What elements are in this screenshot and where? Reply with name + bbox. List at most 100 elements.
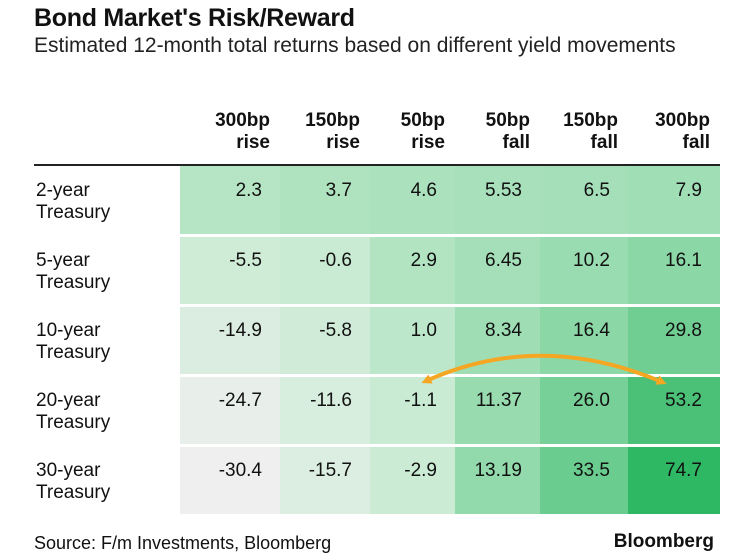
cell-value: 29.8 (665, 320, 702, 341)
table-cell: 53.2 (628, 376, 720, 444)
table-cell: -1.1 (370, 376, 455, 444)
table-cell: -2.9 (370, 446, 455, 514)
row-label-line1: 20-year (36, 390, 101, 411)
row-label: 20-year Treasury (36, 390, 110, 434)
cell-value: 13.19 (474, 460, 522, 481)
column-header-line2: fall (590, 132, 618, 153)
cell-value: -5.8 (319, 320, 352, 341)
cell-value: -5.5 (229, 250, 262, 271)
table-cell: 6.45 (455, 236, 540, 304)
table-cell: 7.9 (628, 166, 720, 234)
row-label-line1: 10-year (36, 320, 101, 341)
table-cell: 6.5 (540, 166, 628, 234)
table-cell: 16.4 (540, 306, 628, 374)
cell-value: -14.9 (218, 320, 262, 341)
row-label-line2: Treasury (36, 482, 111, 503)
column-header: 150bp fall (540, 110, 618, 154)
table-cell: 3.7 (280, 166, 370, 234)
table-cell: 5.53 (455, 166, 540, 234)
table-cell: 10.2 (540, 236, 628, 304)
table-cell: -24.7 (180, 376, 280, 444)
row-label: 2-year Treasury (36, 180, 110, 224)
column-header-line2: fall (682, 132, 710, 153)
cell-value: 4.6 (410, 180, 437, 201)
cell-value: 11.37 (475, 390, 522, 411)
table-cell: -30.4 (180, 446, 280, 514)
table-cell: 26.0 (540, 376, 628, 444)
cell-value: 3.7 (325, 180, 352, 201)
column-header: 150bp rise (280, 110, 360, 154)
column-header-line2: rise (236, 132, 270, 153)
chart-title: Bond Market's Risk/Reward (34, 4, 355, 32)
cell-value: 6.45 (485, 250, 522, 271)
table-cell: 13.19 (455, 446, 540, 514)
column-header: 300bp rise (180, 110, 270, 154)
column-header-line2: rise (411, 132, 445, 153)
table-cell: -5.5 (180, 236, 280, 304)
cell-value: -11.6 (310, 390, 352, 411)
row-label-line2: Treasury (36, 272, 111, 293)
cell-value: 33.5 (573, 460, 610, 481)
cell-value: 2.9 (410, 250, 437, 271)
column-header-line1: 50bp (485, 110, 530, 131)
cell-value: 16.4 (573, 320, 610, 341)
row-label-line1: 30-year (36, 460, 101, 481)
table-cell: 2.3 (180, 166, 280, 234)
cell-value: 8.34 (485, 320, 522, 341)
table-cell: 1.0 (370, 306, 455, 374)
cell-value: 16.1 (665, 250, 702, 271)
column-header-line1: 300bp (655, 110, 710, 131)
row-label-line1: 2-year (36, 180, 90, 201)
row-label-line2: Treasury (36, 412, 111, 433)
table-cell: 4.6 (370, 166, 455, 234)
cell-value: 1.0 (410, 320, 437, 341)
table-cell: -14.9 (180, 306, 280, 374)
column-header-line2: fall (502, 132, 530, 153)
table-cell: -11.6 (280, 376, 370, 444)
table-cell: 74.7 (628, 446, 720, 514)
bloomberg-logo: Bloomberg (613, 531, 714, 552)
column-header: 50bp rise (370, 110, 445, 154)
cell-value: 7.9 (675, 180, 702, 201)
column-header-line1: 50bp (400, 110, 445, 131)
source-note: Source: F/m Investments, Bloomberg (34, 533, 332, 553)
table-cell: -5.8 (280, 306, 370, 374)
row-label-line2: Treasury (36, 202, 111, 223)
row-label-line2: Treasury (36, 342, 111, 363)
column-header-line1: 300bp (215, 110, 270, 131)
row-separator (180, 445, 720, 447)
cell-value: 10.2 (573, 250, 610, 271)
table-cell: 11.37 (455, 376, 540, 444)
header-rule (34, 164, 720, 166)
column-header-line1: 150bp (305, 110, 360, 131)
double-arrow-line (421, 353, 667, 385)
row-label: 10-year Treasury (36, 320, 110, 364)
table-cell: 2.9 (370, 236, 455, 304)
table-cell: 8.34 (455, 306, 540, 374)
cell-value: 26.0 (573, 390, 610, 411)
cell-value: 5.53 (485, 180, 522, 201)
cell-value: 74.7 (665, 460, 702, 481)
table-cell: 29.8 (628, 306, 720, 374)
chart-subtitle: Estimated 12-month total returns based o… (34, 34, 676, 57)
cell-value: 53.2 (665, 390, 702, 411)
cell-value: -30.4 (218, 460, 262, 481)
cell-value: -15.7 (308, 460, 352, 481)
row-label: 30-year Treasury (36, 460, 110, 504)
table-cell: 33.5 (540, 446, 628, 514)
cell-value: 2.3 (235, 180, 262, 201)
table-cell: -15.7 (280, 446, 370, 514)
column-header: 50bp fall (455, 110, 530, 154)
cell-value: -0.6 (319, 250, 352, 271)
row-separator (180, 305, 720, 307)
column-header-line1: 150bp (563, 110, 618, 131)
column-header: 300bp fall (628, 110, 710, 154)
table-cell: 16.1 (628, 236, 720, 304)
table-cell: -0.6 (280, 236, 370, 304)
row-separator (180, 235, 720, 237)
row-label-line1: 5-year (36, 250, 90, 271)
row-label: 5-year Treasury (36, 250, 110, 294)
column-header-line2: rise (326, 132, 360, 153)
cell-value: -24.7 (218, 390, 262, 411)
